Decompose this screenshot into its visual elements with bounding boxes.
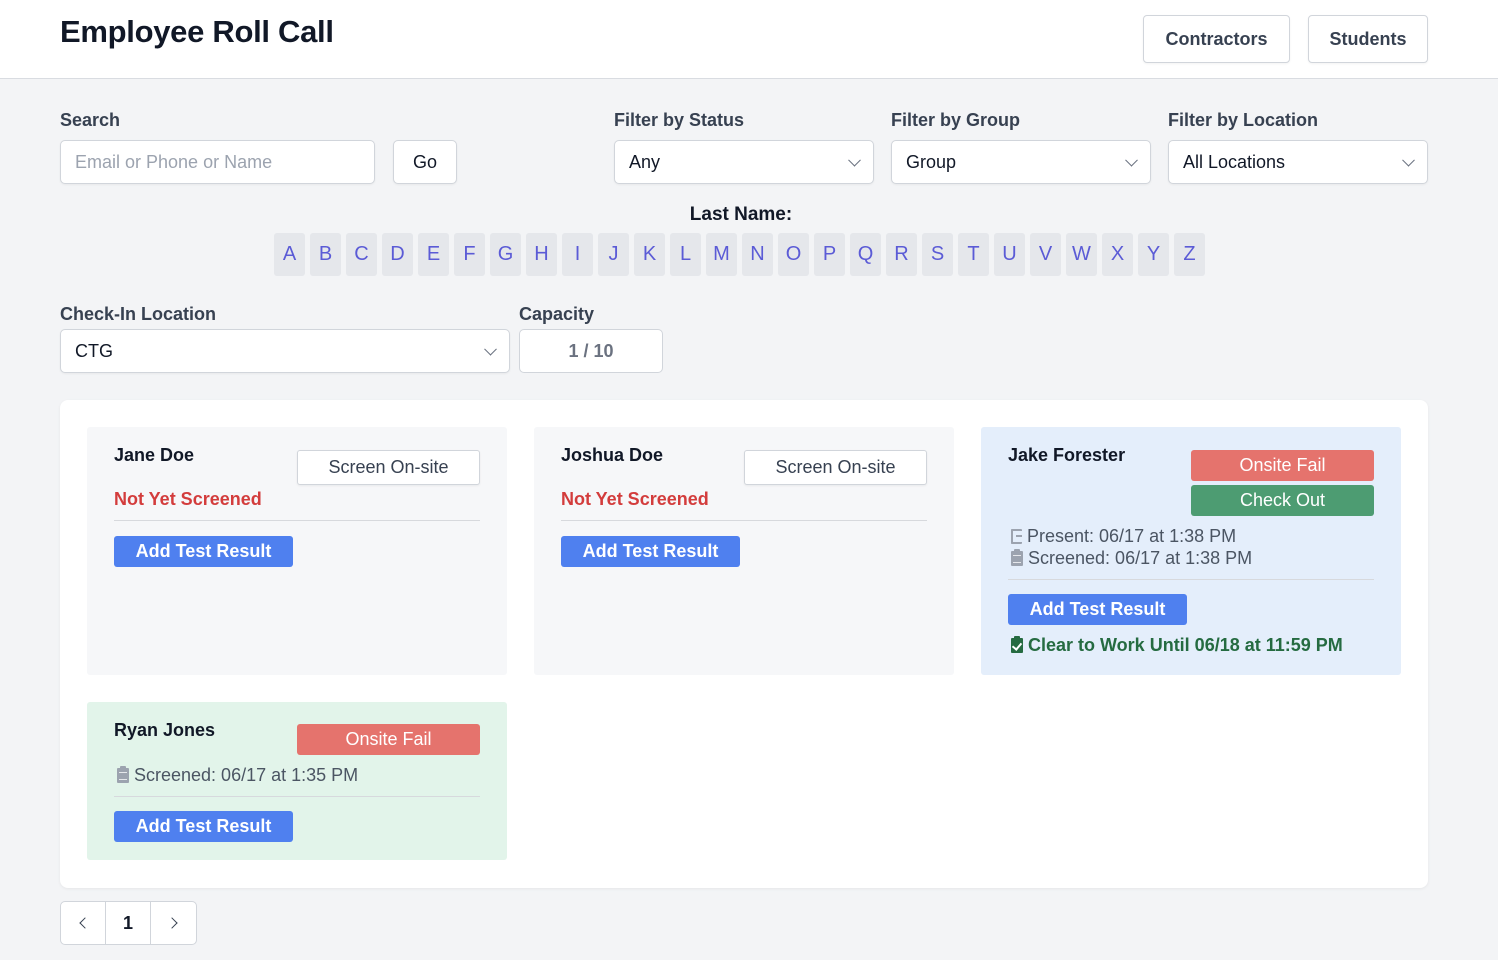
letter-filter-b[interactable]: B [310, 233, 341, 276]
clear-to-work-text: Clear to Work Until 06/18 at 11:59 PM [1028, 635, 1343, 655]
letter-filter-n[interactable]: N [742, 233, 773, 276]
clipboard-check-icon [1011, 636, 1023, 653]
chevron-left-icon [79, 917, 91, 929]
letter-filter-s[interactable]: S [922, 233, 953, 276]
employee-card: Jake Forester Onsite Fail Check Out Pres… [981, 427, 1401, 675]
letter-filter-c[interactable]: C [346, 233, 377, 276]
employee-name: Jake Forester [1008, 445, 1126, 465]
onsite-fail-button[interactable]: Onsite Fail [1191, 450, 1374, 481]
search-placeholder: Email or Phone or Name [75, 151, 273, 172]
add-test-result-button[interactable]: Add Test Result [561, 536, 740, 567]
divider [561, 520, 927, 521]
page-number-button[interactable]: 1 [106, 902, 151, 944]
checkin-location-label: Check-In Location [60, 304, 217, 324]
letter-filter-q[interactable]: Q [850, 233, 881, 276]
letter-filter-z[interactable]: Z [1174, 233, 1205, 276]
letter-filter-p[interactable]: P [814, 233, 845, 276]
page-title: Employee Roll Call [60, 14, 334, 49]
screen-onsite-button[interactable]: Screen On-site [297, 450, 480, 485]
letter-filter-h[interactable]: H [526, 233, 557, 276]
clipboard-icon [117, 766, 129, 783]
screen-onsite-button[interactable]: Screen On-site [744, 450, 927, 485]
letter-filter-r[interactable]: R [886, 233, 917, 276]
employee-name: Ryan Jones [114, 720, 216, 740]
letter-filter-f[interactable]: F [454, 233, 485, 276]
letter-filter-o[interactable]: O [778, 233, 809, 276]
employee-card-panel: Jane Doe Screen On-site Not Yet Screened… [60, 400, 1428, 888]
divider [1008, 579, 1374, 580]
onsite-fail-button[interactable]: Onsite Fail [297, 724, 480, 755]
status-filter-select[interactable]: Any [614, 140, 874, 184]
chevron-right-icon [165, 917, 178, 929]
prev-page-button[interactable] [61, 902, 106, 944]
employee-card: Ryan Jones Onsite Fail Screened: 06/17 a… [87, 702, 507, 860]
letter-filter-a[interactable]: A [274, 233, 305, 276]
letter-filter-v[interactable]: V [1030, 233, 1061, 276]
add-test-result-button[interactable]: Add Test Result [114, 811, 293, 842]
add-test-result-button[interactable]: Add Test Result [1008, 594, 1187, 625]
group-filter-value: Group [906, 151, 957, 172]
checkin-location-select[interactable]: CTG [60, 329, 510, 373]
pagination: 1 [60, 901, 197, 945]
search-input[interactable]: Email or Phone or Name [60, 140, 375, 184]
present-time: Present: 06/17 at 1:38 PM [1011, 526, 1236, 547]
clear-to-work-status: Clear to Work Until 06/18 at 11:59 PM [1011, 635, 1343, 656]
contractors-button[interactable]: Contractors [1143, 15, 1290, 63]
letter-filter-j[interactable]: J [598, 233, 629, 276]
location-filter-value: All Locations [1183, 151, 1286, 172]
letter-filter-i[interactable]: I [562, 233, 593, 276]
present-text: Present: 06/17 at 1:38 PM [1027, 526, 1237, 546]
employee-card: Jane Doe Screen On-site Not Yet Screened… [87, 427, 507, 675]
divider [114, 520, 480, 521]
capacity-label: Capacity [519, 304, 595, 324]
screening-status: Not Yet Screened [114, 489, 262, 509]
letter-filter-m[interactable]: M [706, 233, 737, 276]
letter-filter-g[interactable]: G [490, 233, 521, 276]
employee-card: Joshua Doe Screen On-site Not Yet Screen… [534, 427, 954, 675]
location-filter-select[interactable]: All Locations [1168, 140, 1428, 184]
letter-filter-w[interactable]: W [1066, 233, 1097, 276]
clipboard-icon [1011, 549, 1023, 566]
letter-filter-x[interactable]: X [1102, 233, 1133, 276]
chevron-down-icon [484, 342, 497, 356]
divider [114, 796, 480, 797]
letter-filter-y[interactable]: Y [1138, 233, 1169, 276]
letter-filter-d[interactable]: D [382, 233, 413, 276]
chevron-down-icon [1402, 153, 1415, 167]
screened-text: Screened: 06/17 at 1:35 PM [134, 765, 359, 785]
header-bar: Employee Roll Call Contractors Students [0, 0, 1498, 79]
letter-filter-l[interactable]: L [670, 233, 701, 276]
add-test-result-button[interactable]: Add Test Result [114, 536, 293, 567]
letter-filter-u[interactable]: U [994, 233, 1025, 276]
students-button[interactable]: Students [1308, 15, 1428, 63]
capacity-display: 1 / 10 [519, 329, 663, 373]
letter-filter-e[interactable]: E [418, 233, 449, 276]
group-filter-label: Filter by Group [891, 110, 1021, 130]
location-filter-label: Filter by Location [1168, 110, 1319, 130]
letter-filter-k[interactable]: K [634, 233, 665, 276]
chevron-down-icon [1125, 153, 1138, 167]
screening-status: Not Yet Screened [561, 489, 709, 509]
chevron-down-icon [848, 153, 861, 167]
search-label: Search [60, 110, 121, 130]
group-filter-select[interactable]: Group [891, 140, 1151, 184]
employee-name: Jane Doe [114, 445, 195, 465]
status-filter-label: Filter by Status [614, 110, 745, 130]
next-page-button[interactable] [151, 902, 196, 944]
screened-text: Screened: 06/17 at 1:38 PM [1028, 548, 1253, 568]
go-button[interactable]: Go [393, 140, 457, 184]
letter-filter-t[interactable]: T [958, 233, 989, 276]
check-out-button[interactable]: Check Out [1191, 485, 1374, 516]
screened-time: Screened: 06/17 at 1:35 PM [117, 765, 358, 786]
status-filter-value: Any [629, 151, 661, 172]
screened-time: Screened: 06/17 at 1:38 PM [1011, 548, 1252, 569]
employee-name: Joshua Doe [561, 445, 664, 465]
last-name-label: Last Name: [689, 204, 793, 225]
check-in-icon [1011, 529, 1022, 544]
checkin-location-value: CTG [75, 340, 113, 361]
